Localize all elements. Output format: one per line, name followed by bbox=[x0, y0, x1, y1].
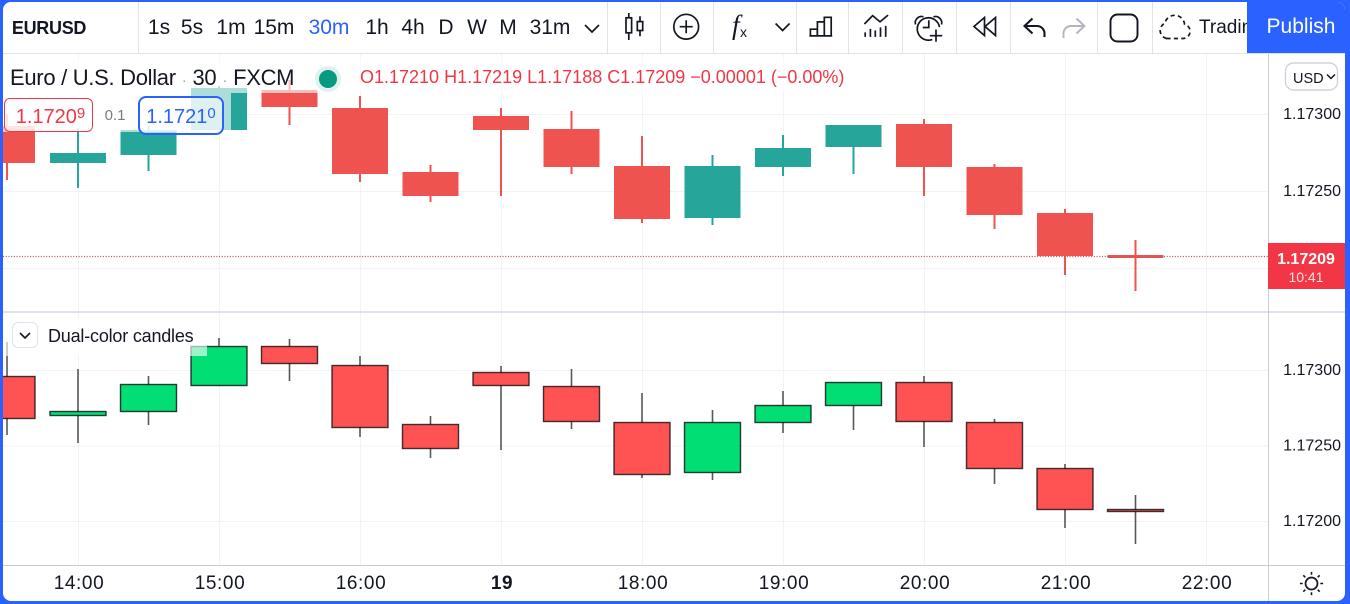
svg-text:x: x bbox=[740, 24, 747, 40]
svg-text:1.17200: 1.17200 bbox=[1283, 513, 1341, 530]
svg-text:21:00: 21:00 bbox=[1041, 573, 1092, 594]
svg-text:18:00: 18:00 bbox=[618, 573, 669, 594]
svg-text:1.17250: 1.17250 bbox=[1283, 183, 1341, 200]
svg-text:1.17300: 1.17300 bbox=[1283, 106, 1341, 123]
svg-text:22:00: 22:00 bbox=[1182, 573, 1233, 594]
svg-text:19: 19 bbox=[491, 573, 513, 594]
svg-text:f: f bbox=[732, 10, 743, 40]
svg-text:USD: USD bbox=[1293, 71, 1324, 87]
svg-text:1.17250: 1.17250 bbox=[1283, 438, 1341, 455]
svg-text:10:41: 10:41 bbox=[1288, 269, 1323, 285]
svg-text:19:00: 19:00 bbox=[759, 573, 810, 594]
svg-text:1.17300: 1.17300 bbox=[1283, 362, 1341, 379]
svg-text:16:00: 16:00 bbox=[336, 573, 387, 594]
svg-text:Tradin: Tradin bbox=[1199, 17, 1252, 38]
svg-text:14:00: 14:00 bbox=[54, 573, 105, 594]
svg-text:1.17209: 1.17209 bbox=[1277, 251, 1335, 268]
svg-text:15:00: 15:00 bbox=[195, 573, 246, 594]
svg-text:20:00: 20:00 bbox=[900, 573, 951, 594]
